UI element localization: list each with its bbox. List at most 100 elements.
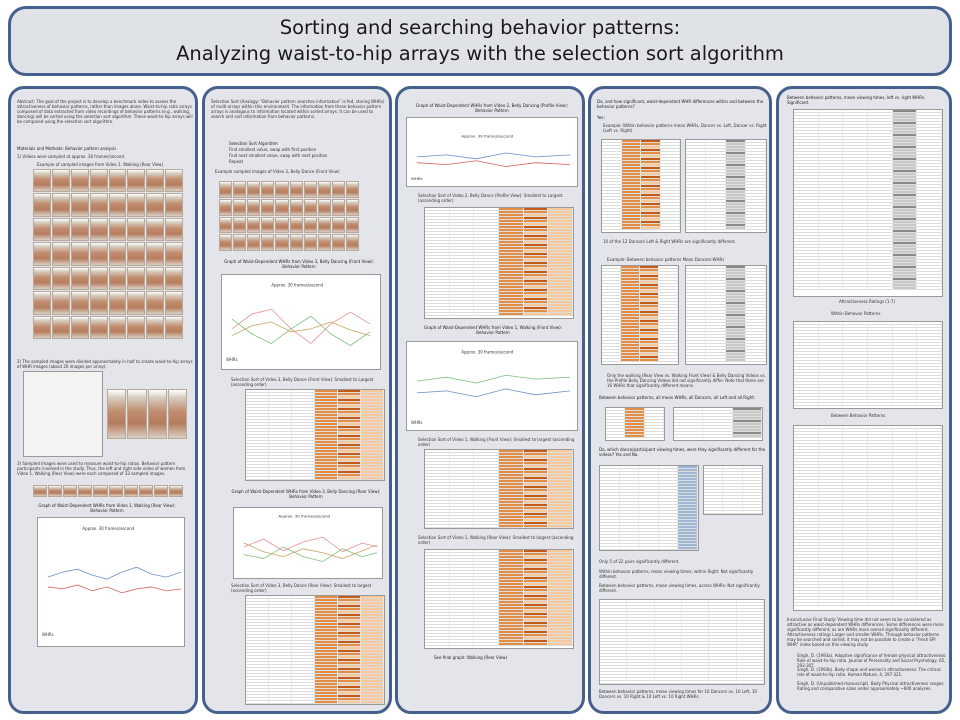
- table-cell: [746, 284, 766, 286]
- table-row: [794, 570, 942, 573]
- table-cell: [917, 113, 942, 115]
- table-cell: [868, 471, 893, 473]
- table-cell: [523, 556, 549, 558]
- table-cell: [686, 176, 706, 178]
- table-cell: [450, 247, 475, 249]
- table-cell: [425, 519, 450, 521]
- table-cell: [686, 170, 706, 172]
- table-cell: [893, 543, 918, 545]
- table-cell: [794, 346, 819, 348]
- table-row: [600, 472, 698, 475]
- table-cell: [819, 361, 844, 363]
- table-cell: [246, 474, 269, 476]
- table-cell: [625, 426, 645, 428]
- table-row: [794, 480, 942, 483]
- table-cell: [499, 208, 524, 210]
- table-cell: [893, 373, 918, 375]
- table-cell: [361, 453, 384, 455]
- table-cell: [655, 663, 682, 665]
- table-row: [794, 322, 942, 325]
- table-cell: [361, 596, 384, 598]
- table-cell: [819, 582, 844, 584]
- table-cell: [843, 191, 869, 193]
- table-row: [686, 188, 766, 191]
- table-cell: [292, 462, 315, 464]
- table-cell: [548, 477, 573, 479]
- table-cell: [917, 275, 942, 277]
- table-cell: [641, 215, 661, 217]
- table-cell: [361, 605, 384, 607]
- table-row: [425, 313, 573, 316]
- table-cell: [639, 478, 659, 480]
- table-cell: [686, 173, 706, 175]
- table-row: [246, 411, 384, 414]
- table-cell: [686, 221, 706, 223]
- table-cell: [450, 619, 475, 621]
- table-cell: [726, 185, 746, 187]
- table-cell: [794, 477, 819, 479]
- table-cell: [425, 289, 450, 291]
- table-cell: [686, 143, 706, 145]
- table-cell: [640, 290, 659, 292]
- table-cell: [600, 630, 628, 632]
- ratings-caption: Attractiveness Ratings (1-7): [839, 299, 895, 304]
- table-cell: [843, 209, 869, 211]
- grid-caption: Example sampled images of Video 3, Belly…: [215, 169, 340, 174]
- table-cell: [655, 630, 682, 632]
- table-cell: [682, 669, 710, 671]
- table-cell: [794, 152, 819, 154]
- table-cell: [600, 603, 628, 605]
- table-cell: [726, 176, 746, 178]
- table-row: [602, 353, 678, 356]
- table-cell: [706, 302, 726, 304]
- table-cell: [621, 353, 640, 355]
- table-row: [246, 477, 384, 480]
- table-row: [606, 432, 664, 435]
- table-cell: [843, 334, 869, 336]
- table-cell: [868, 570, 893, 572]
- table-row: [602, 314, 678, 317]
- table-cell: [659, 529, 679, 531]
- sample-image: [146, 169, 165, 193]
- table-cell: [627, 678, 655, 680]
- sample-image: [233, 181, 247, 198]
- table-cell: [606, 435, 626, 437]
- table-cell: [600, 481, 620, 483]
- table-cell: [246, 644, 269, 646]
- table-cell: [523, 619, 549, 621]
- table-cell: [474, 571, 500, 573]
- table-cell: [499, 643, 524, 645]
- table-row: [686, 329, 766, 332]
- table-cell: [893, 483, 918, 485]
- table-cell: [709, 630, 737, 632]
- table-cell: [361, 614, 384, 616]
- table-cell: [794, 113, 819, 115]
- table-cell: [361, 674, 384, 676]
- table-cell: [723, 484, 743, 486]
- table-cell: [620, 520, 640, 522]
- table-cell: [548, 501, 573, 503]
- table-row: [425, 628, 573, 631]
- table-cell: [450, 301, 475, 303]
- table-cell: [892, 239, 918, 241]
- table-cell: [548, 592, 573, 594]
- table-cell: [794, 546, 819, 548]
- table-cell: [819, 352, 844, 354]
- table-cell: [499, 510, 524, 512]
- table-cell: [686, 332, 706, 334]
- table-cell: [292, 611, 315, 613]
- table-cell: [361, 650, 384, 652]
- table-cell: [843, 435, 869, 437]
- table-cell: [523, 607, 549, 609]
- table-row: [246, 629, 384, 632]
- table-cell: [621, 194, 641, 196]
- table-cell: [499, 480, 524, 482]
- table-cell: [338, 396, 361, 398]
- table-cell: [499, 637, 524, 639]
- table-cell: [794, 269, 819, 271]
- table-row: [686, 224, 766, 227]
- table-cell: [600, 654, 628, 656]
- table-cell: [917, 603, 942, 605]
- table-cell: [641, 191, 661, 193]
- table-cell: [523, 553, 549, 555]
